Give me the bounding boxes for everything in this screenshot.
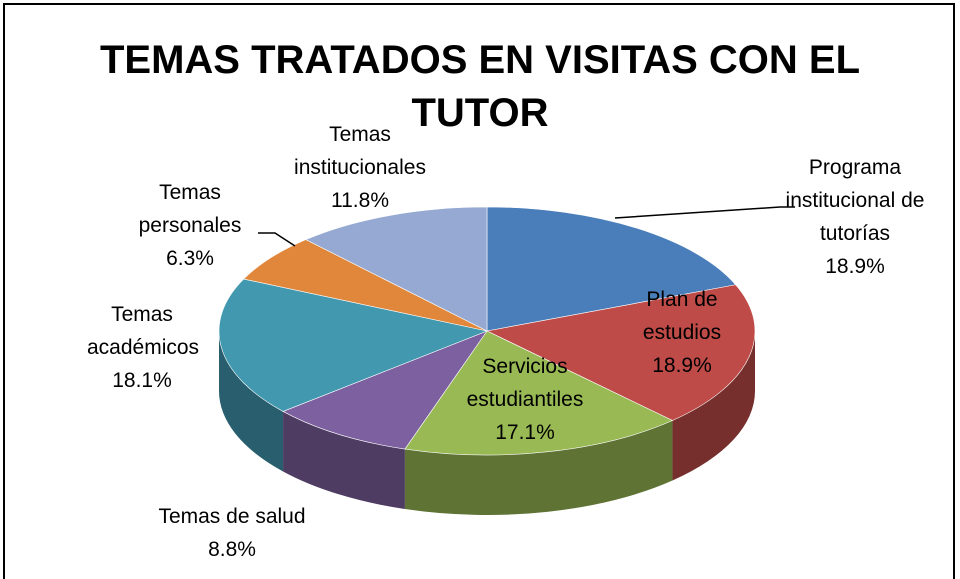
value-label: 18.9%	[652, 354, 712, 377]
data-label: Temas personales 6.3%	[135, 176, 245, 275]
slice	[282, 330, 488, 450]
category-label: Temas de salud	[158, 505, 306, 528]
data-label: Servicios estudiantiles 17.1%	[455, 350, 595, 449]
value-label: 6.3%	[166, 247, 214, 270]
data-label: Plan de estudios 18.9%	[627, 283, 737, 382]
value-label: 18.1%	[112, 369, 172, 392]
slice	[486, 284, 756, 421]
value-label: 18.9%	[825, 255, 885, 278]
leader-line	[258, 232, 296, 247]
slice	[305, 206, 488, 332]
data-label: Temas institucionales 11.8%	[275, 118, 445, 217]
slice-side	[672, 331, 755, 481]
slice-side	[219, 331, 284, 472]
category-label: Servicios estudiantiles	[466, 355, 584, 411]
data-label: Temas de salud 8.8%	[132, 500, 332, 566]
data-label: Temas académicos 18.1%	[87, 298, 200, 397]
value-label: 11.8%	[331, 189, 389, 212]
category-label: Programa institucional de tutorías	[785, 156, 925, 245]
chart-title: TEMAS TRATADOS EN VISITAS CON EL TUTOR	[99, 38, 861, 135]
data-label: Programa institucional de tutorías 18.9%	[780, 151, 930, 283]
leader-line	[614, 206, 795, 219]
slice-side	[404, 420, 673, 515]
value-label: 8.8%	[208, 538, 256, 561]
category-label: Temas institucionales	[294, 123, 426, 179]
category-label: Temas personales	[138, 181, 242, 237]
value-label: 17.1%	[495, 421, 555, 444]
category-label: Plan de estudios	[642, 288, 722, 344]
chart-frame	[3, 3, 955, 579]
slice	[218, 278, 489, 412]
slice-side	[283, 411, 405, 510]
category-label: Temas académicos	[87, 303, 200, 359]
slice	[486, 206, 737, 332]
slice	[404, 330, 674, 456]
